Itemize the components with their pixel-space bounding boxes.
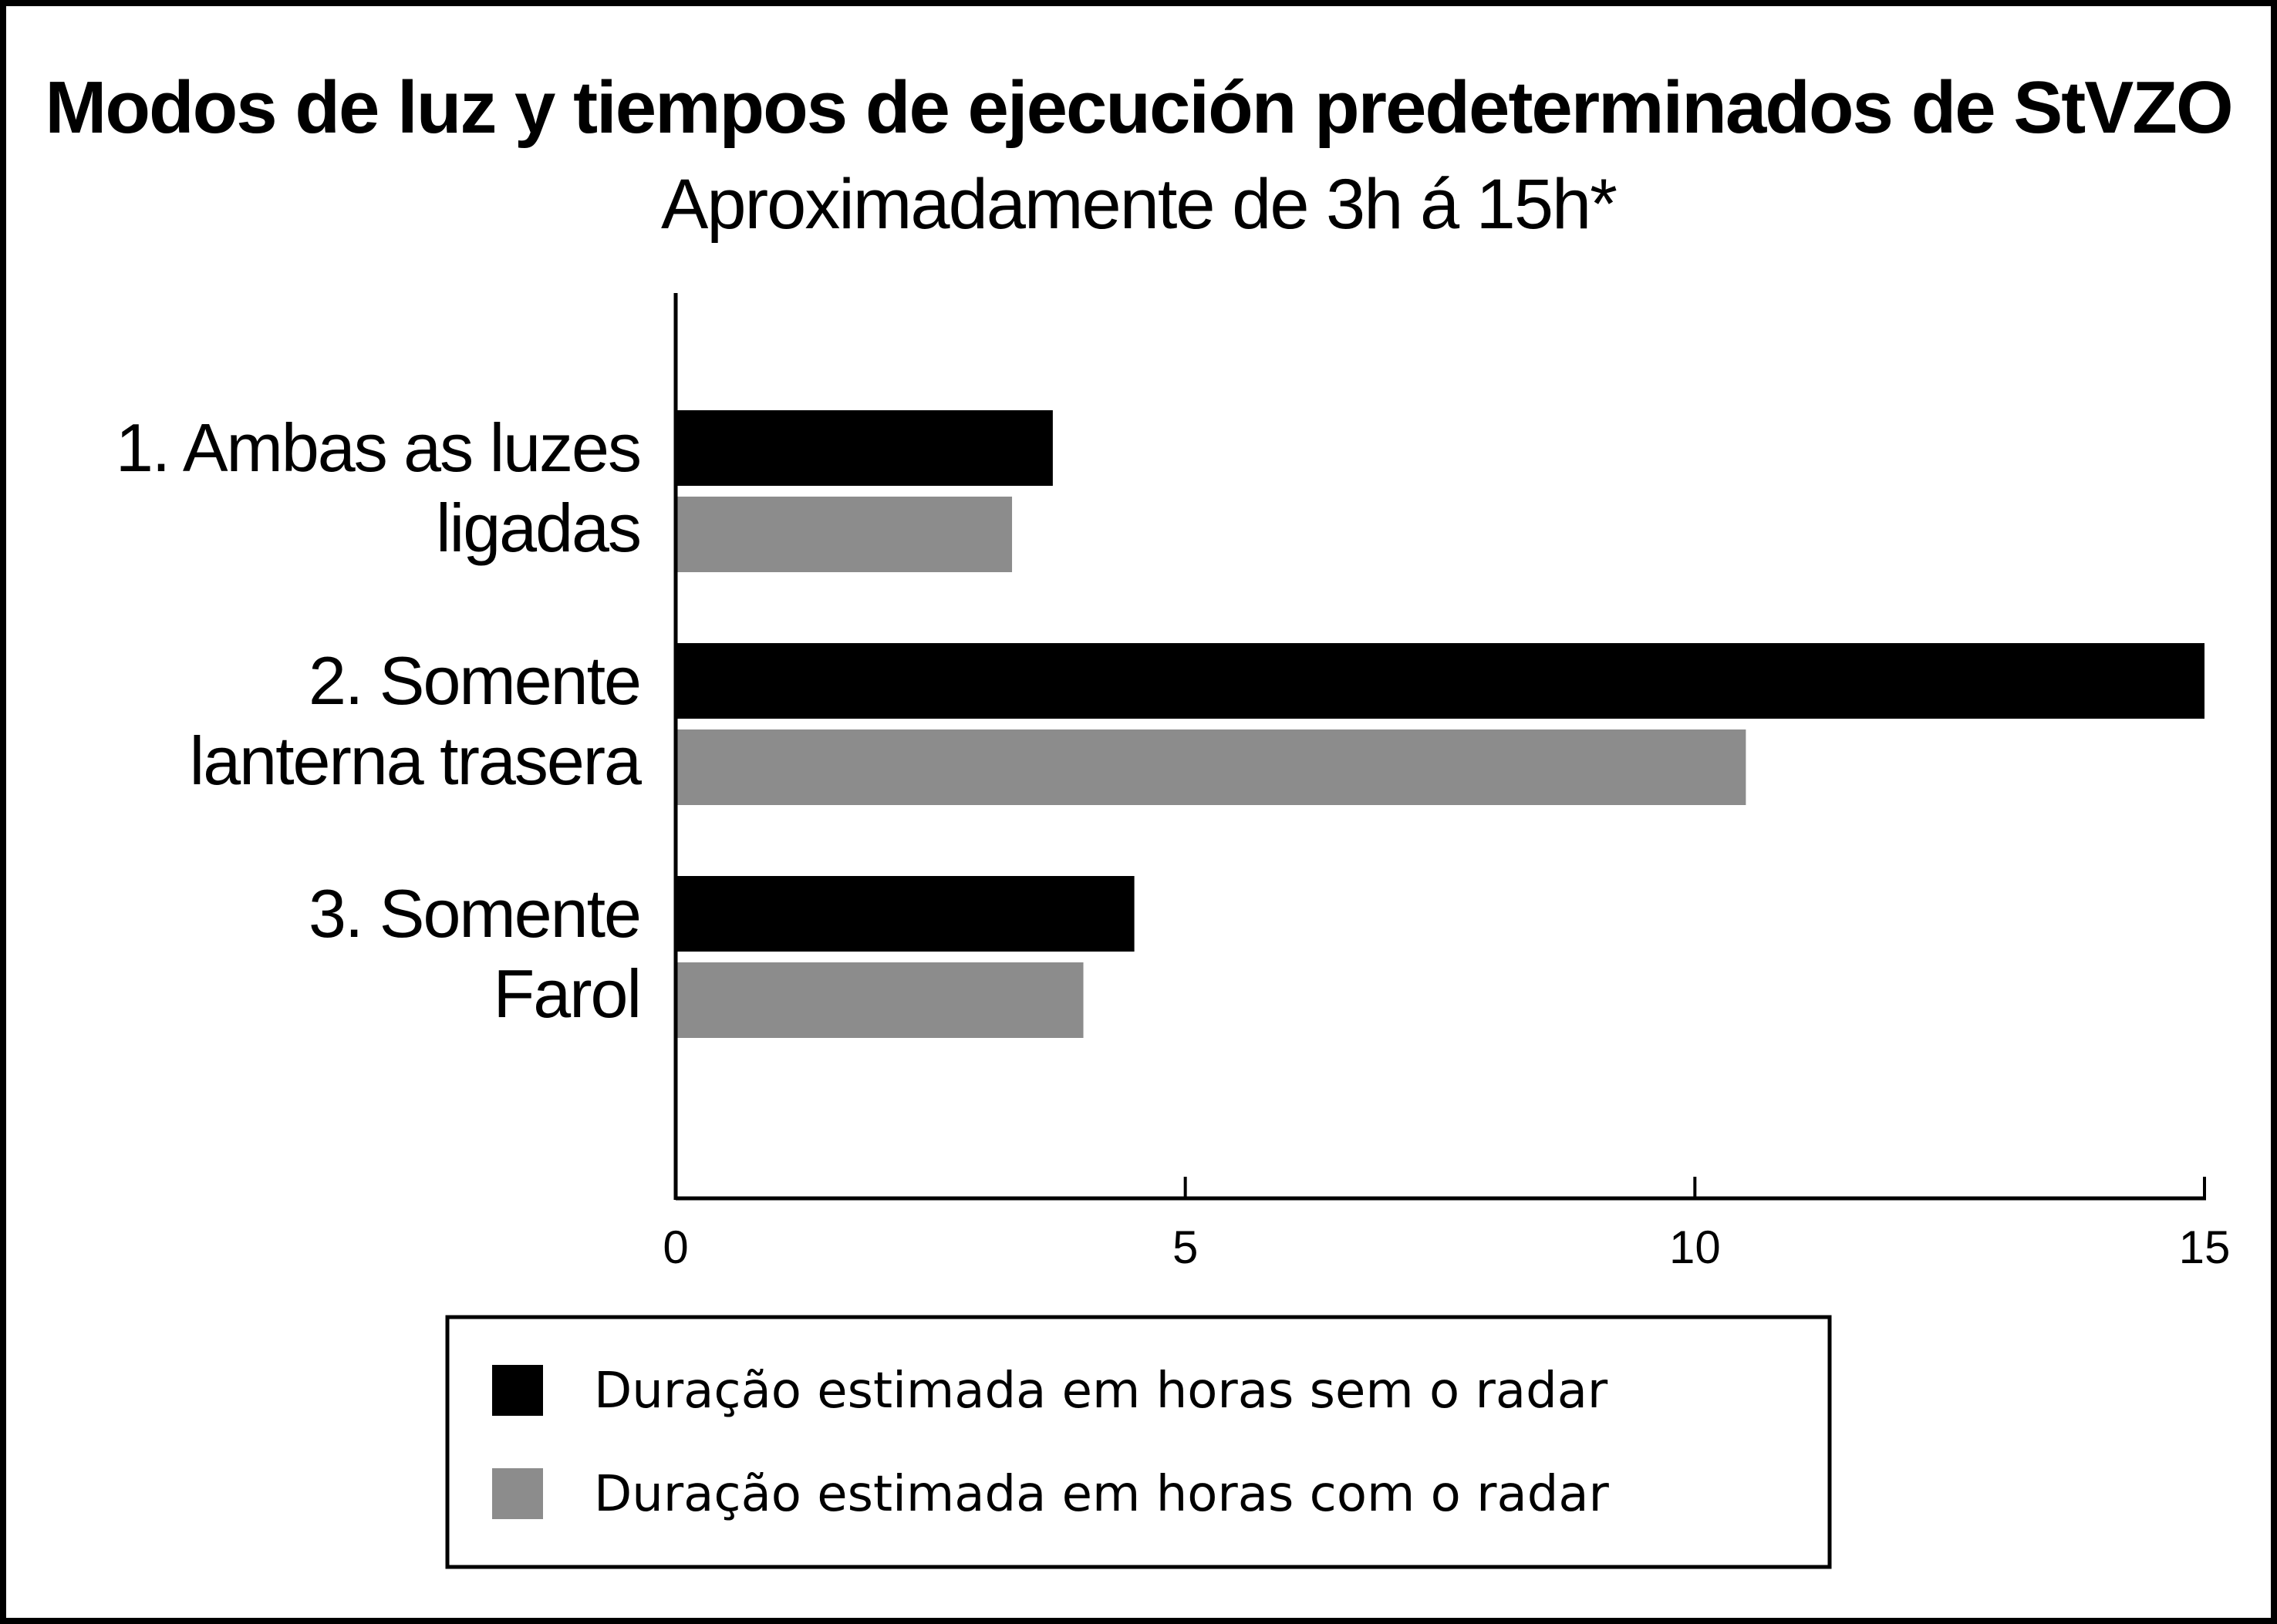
legend-label-sem-radar: Duração estimada em horas sem o radar: [594, 1363, 1608, 1420]
legend-label-com-radar: Duração estimada em horas com o radar: [594, 1466, 1610, 1523]
x-tick-label-15: 15: [2179, 1221, 2231, 1273]
category-label-1-line-2: ligadas: [436, 490, 640, 566]
category-label-2-line-2: lanterna trasera: [190, 723, 642, 799]
bar-chart: Modos de luz y tiempos de ejecución pred…: [45, 66, 2234, 1569]
category-label-1-line-1: 1. Ambas as luzes: [116, 409, 640, 486]
chart-subtitle: Aproximadamente de 3h á 15h*: [661, 165, 1617, 244]
bar-com-radar-1: [676, 497, 1013, 572]
bar-sem-radar-3: [676, 876, 1135, 952]
bars-group: [676, 410, 2204, 1038]
legend: Duração estimada em horas sem o radar Du…: [445, 1315, 1832, 1569]
chart-title: Modos de luz y tiempos de ejecución pred…: [45, 66, 2231, 149]
bar-sem-radar-1: [676, 410, 1053, 486]
bar-com-radar-2: [676, 729, 1746, 805]
bar-sem-radar-2: [676, 643, 2204, 719]
bar-com-radar-3: [676, 962, 1084, 1038]
x-tick-label-10: 10: [1669, 1221, 1721, 1273]
category-label-3-line-1: 3. Somente: [309, 875, 640, 952]
x-ticks: 0 5 10 15: [663, 1177, 2230, 1273]
x-tick-label-0: 0: [663, 1221, 688, 1273]
category-label-3-line-2: Farol: [494, 955, 641, 1032]
x-tick-label-5: 5: [1172, 1221, 1198, 1273]
category-label-2-line-1: 2. Somente: [309, 642, 640, 719]
legend-box: [445, 1315, 1832, 1569]
legend-swatch-com-radar: [492, 1468, 543, 1519]
legend-swatch-sem-radar: [492, 1365, 543, 1416]
